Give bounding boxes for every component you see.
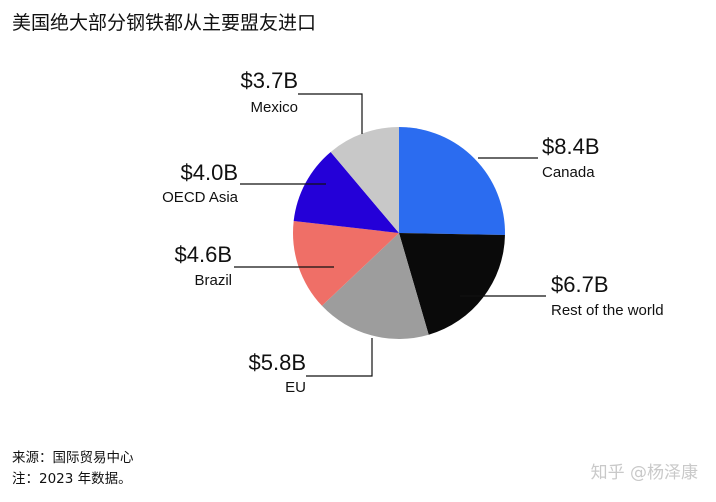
pie-slices [292,127,505,340]
value-label: $5.8B [249,350,307,375]
leader-line-eu [306,338,373,377]
value-label: $4.0B [181,160,239,185]
leader-line-mexico [298,93,363,134]
category-label: Brazil [194,272,232,289]
pie-chart: $8.4B Canada $6.7B Rest of the world $5.8B EU… [162,68,663,396]
value-label: $3.7B [241,68,299,93]
pie-slice-mexico [330,127,399,233]
category-label: Canada [542,164,595,181]
value-label: $6.7B [551,272,609,297]
chart-title: 美国绝大部分钢铁都从主要盟友进口 [12,12,317,34]
pie-slice-oecd-asia [293,151,399,233]
source-note: 来源：国际贸易中心 [12,450,134,466]
pie-slice-canada [399,127,505,236]
category-label: Rest of the world [551,302,664,319]
category-label: EU [285,379,306,396]
pie-slice-eu [321,233,429,340]
watermark: 知乎 @杨泽康 [590,463,698,483]
pie-slice-brazil [292,220,399,306]
pie-labels: $8.4B Canada $6.7B Rest of the world $5.8B EU… [162,68,663,396]
value-label: $4.6B [175,242,233,267]
pie-slice-rest-of-the-world [399,233,505,335]
category-label: Mexico [250,99,298,116]
category-label: OECD Asia [162,189,239,206]
value-label: $8.4B [542,134,600,159]
footnote: 注：2023 年数据。 [12,471,132,487]
